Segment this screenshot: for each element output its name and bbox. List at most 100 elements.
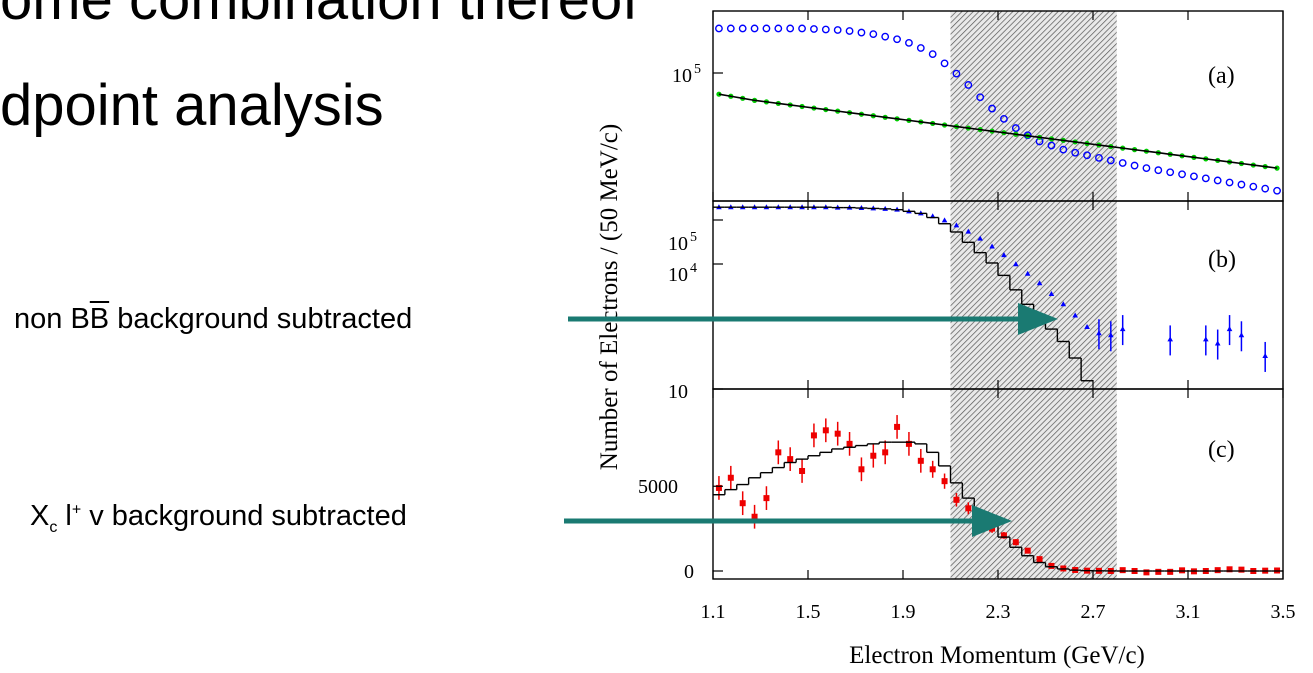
data-point [1226,326,1233,332]
data-point [798,24,806,33]
data-point [810,25,818,33]
data-point [763,495,770,502]
data-point [1154,166,1163,175]
data-point [1213,176,1222,185]
data-point [1048,290,1055,296]
arrow-xc-head [972,505,1012,537]
data-point [1024,270,1031,276]
x-tick-label: 1.5 [796,601,821,623]
annotation-non-bb-background: non BB background subtracted [14,303,412,336]
data-point [1166,168,1175,177]
data-point [1155,568,1162,575]
data-point [1142,164,1151,173]
data-point [1178,170,1186,179]
data-point [738,24,747,33]
data-point [821,25,830,34]
data-point [833,26,842,34]
data-point [1143,569,1150,576]
data-point [1167,568,1174,575]
x-tick-label: 2.3 [986,601,1011,623]
annotation-non-bb-suffix: background subtracted [109,303,413,335]
data-point [739,500,746,507]
data-point [1013,261,1019,267]
data-point [940,59,949,68]
data-point [952,69,961,78]
data-point [1118,159,1127,167]
data-point [1130,161,1139,170]
data-point [1238,566,1245,573]
data-point [965,228,972,234]
data-point [726,24,735,33]
annotation-lepton-sup: + [71,501,82,519]
panel-label: (c) [1208,437,1235,463]
data-point [1084,324,1090,330]
data-point [715,24,723,33]
data-point [881,32,890,41]
data-point [1095,153,1103,162]
data-point [1119,326,1126,332]
data-point [786,24,795,33]
annotation-xc-background: Xc l+ v background subtracted [30,500,407,537]
data-point [750,24,759,33]
data-point [858,466,865,473]
data-point [965,505,972,512]
data-point [989,243,995,249]
data-point [1167,336,1173,342]
data-point [1273,186,1281,195]
data-point [762,24,771,33]
data-point [916,44,925,52]
data-point [857,28,866,37]
annotation-xc-subscript: c [49,518,58,536]
y-tick-label-exponent: 4 [690,261,697,276]
x-tick-label: 1.9 [891,601,916,623]
data-point [810,432,817,439]
data-point [1000,114,1008,123]
data-point [928,50,937,59]
data-point [1036,556,1043,563]
panel-label: (a) [1208,63,1235,89]
data-point [1024,547,1031,554]
y-tick-label: 10 [672,65,692,87]
data-point [905,38,913,47]
data-point [1262,352,1268,358]
data-point [1001,252,1007,258]
data-point [715,484,722,491]
data-point [1119,567,1126,574]
y-tick-label: 10 [668,264,688,286]
data-point [799,467,806,474]
data-point [988,104,996,113]
x-axis-label: Electron Momentum (GeV/c) [849,642,1145,669]
data-point [787,456,794,463]
excluded-region [950,11,1117,579]
data-point [1011,124,1020,132]
data-point [1214,567,1221,574]
data-point [1226,566,1233,573]
data-point [1108,332,1114,338]
annotation-xc-suffix: v background subtracted [81,500,407,532]
y-tick-label: 5000 [638,476,678,498]
data-point [941,478,948,485]
data-point [727,474,734,481]
fit-line [718,93,1278,169]
x-tick-label: 2.7 [1081,601,1106,623]
data-point [1059,145,1068,154]
annotation-xc-symbol: X [30,500,50,532]
slide-title-fragment: ome combination thereof [0,0,638,33]
data-point [774,24,783,33]
data-point [953,222,960,228]
data-point [1048,562,1055,569]
data-point [751,513,758,520]
data-point [1190,172,1198,181]
x-tick-label: 3.1 [1176,601,1201,623]
data-point [846,440,853,447]
data-point [1000,532,1007,539]
data-point [1012,539,1019,546]
annotation-non-bb-prefix: non B [14,303,90,335]
annotation-lepton: l [57,500,72,532]
data-point [917,457,924,464]
data-point [1249,182,1258,191]
data-point [1072,312,1078,318]
data-point [941,217,948,223]
y-axis-label: Number of Electrons / (50 MeV/c) [596,124,623,470]
